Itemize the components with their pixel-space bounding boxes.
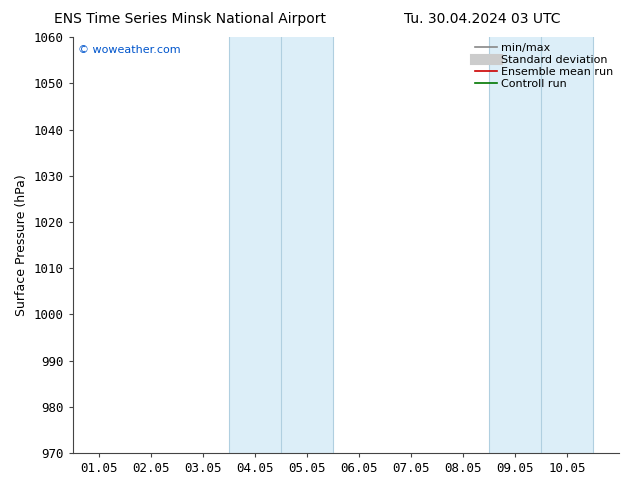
Bar — [229, 37, 333, 453]
Text: © woweather.com: © woweather.com — [78, 46, 181, 55]
Bar — [489, 37, 593, 453]
Text: ENS Time Series Minsk National Airport: ENS Time Series Minsk National Airport — [54, 12, 327, 26]
Y-axis label: Surface Pressure (hPa): Surface Pressure (hPa) — [15, 174, 28, 316]
Text: Tu. 30.04.2024 03 UTC: Tu. 30.04.2024 03 UTC — [404, 12, 560, 26]
Legend: min/max, Standard deviation, Ensemble mean run, Controll run: min/max, Standard deviation, Ensemble me… — [474, 43, 614, 89]
